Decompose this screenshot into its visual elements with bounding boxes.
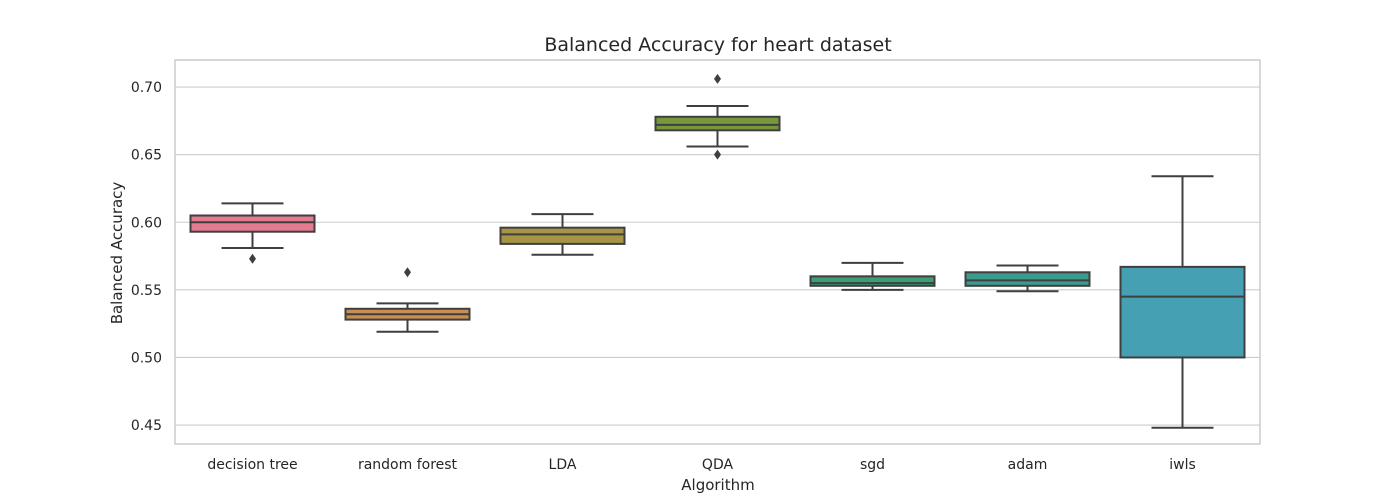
x-axis-label: Algorithm bbox=[681, 476, 754, 494]
iqr-box bbox=[809, 275, 936, 287]
x-tick-label: random forest bbox=[358, 457, 458, 473]
outlier-point bbox=[714, 149, 721, 160]
y-tick-label: 0.65 bbox=[131, 148, 162, 164]
boxes bbox=[189, 73, 1246, 429]
y-tick-label: 0.55 bbox=[131, 283, 162, 299]
iqr-box bbox=[499, 226, 626, 245]
box-random-forest bbox=[344, 267, 471, 333]
chart-title: Balanced Accuracy for heart dataset bbox=[544, 34, 891, 56]
x-tick-label: adam bbox=[1008, 457, 1048, 473]
y-tick-labels: 0.45 0.50 0.55 0.60 0.65 0.70 bbox=[131, 80, 162, 434]
box-lda bbox=[499, 213, 626, 256]
y-tick-label: 0.45 bbox=[131, 418, 162, 434]
x-tick-label: iwls bbox=[1169, 457, 1196, 473]
box-adam bbox=[964, 264, 1091, 293]
x-tick-labels: decision tree random forest LDA QDA sgd adam i… bbox=[207, 457, 1195, 473]
x-tick-label: decision tree bbox=[207, 457, 297, 473]
box-qda bbox=[654, 73, 781, 160]
y-tick-label: 0.70 bbox=[131, 80, 162, 96]
iqr-box bbox=[654, 115, 781, 132]
y-tick-label: 0.60 bbox=[131, 215, 162, 231]
iqr-box bbox=[189, 214, 316, 233]
box-sgd bbox=[809, 261, 936, 291]
y-axis-label: Balanced Accuracy bbox=[108, 182, 126, 325]
iqr-box bbox=[1119, 265, 1246, 359]
x-tick-label: LDA bbox=[549, 457, 577, 473]
y-tick-label: 0.50 bbox=[131, 350, 162, 366]
x-tick-label: QDA bbox=[702, 457, 734, 473]
outlier-point bbox=[404, 267, 411, 278]
outlier-point bbox=[249, 253, 256, 264]
box-iwls bbox=[1119, 175, 1246, 429]
iqr-box bbox=[964, 271, 1091, 287]
x-tick-label: sgd bbox=[860, 457, 885, 473]
outlier-point bbox=[714, 73, 721, 84]
plot-frame bbox=[174, 59, 1261, 445]
box-decision-tree bbox=[189, 202, 316, 264]
